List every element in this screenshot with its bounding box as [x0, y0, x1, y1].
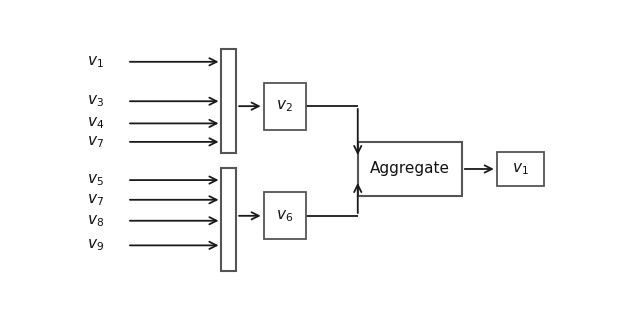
FancyBboxPatch shape: [221, 168, 236, 271]
Text: $v_3$: $v_3$: [88, 93, 104, 109]
Text: $v_7$: $v_7$: [88, 192, 104, 208]
Text: $v_1$: $v_1$: [88, 54, 104, 70]
Text: $v_1$: $v_1$: [512, 161, 529, 177]
Text: $v_7$: $v_7$: [88, 134, 104, 150]
FancyBboxPatch shape: [358, 142, 462, 196]
Text: Aggregate: Aggregate: [370, 162, 450, 177]
Text: $v_5$: $v_5$: [88, 172, 104, 188]
FancyBboxPatch shape: [497, 152, 544, 186]
Text: $v_9$: $v_9$: [88, 237, 104, 253]
Text: $v_2$: $v_2$: [276, 98, 293, 114]
FancyBboxPatch shape: [221, 50, 236, 153]
Text: $v_8$: $v_8$: [88, 213, 104, 228]
FancyBboxPatch shape: [264, 192, 306, 239]
Text: $v_6$: $v_6$: [276, 208, 293, 224]
Text: $v_4$: $v_4$: [88, 116, 104, 131]
FancyBboxPatch shape: [264, 83, 306, 130]
